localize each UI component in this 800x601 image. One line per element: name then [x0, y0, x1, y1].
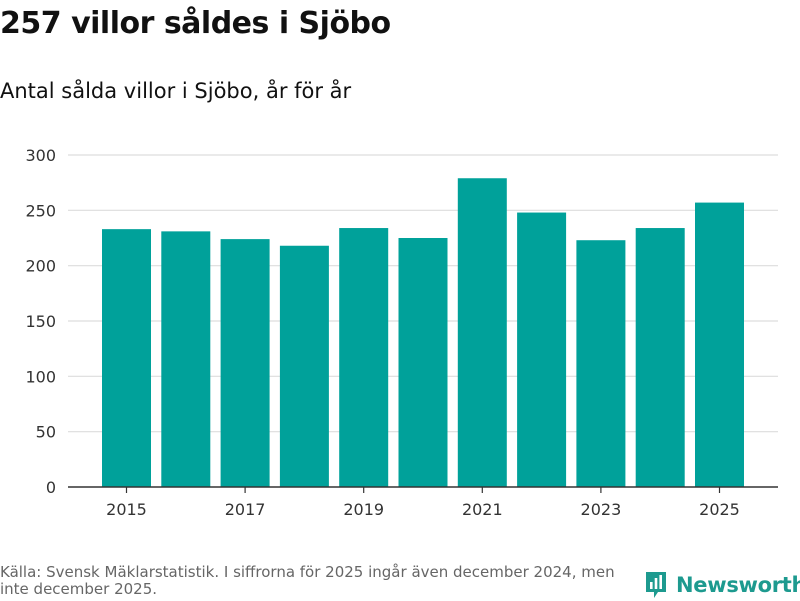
bar-2019 [339, 228, 389, 488]
bar-2023 [576, 240, 626, 487]
brand-logo[interactable]: Newsworthy [644, 569, 800, 601]
x-tick-label: 2017 [225, 500, 266, 519]
y-tick-label: 250 [25, 201, 56, 220]
bar-2024 [635, 228, 685, 488]
bar-2022 [517, 212, 567, 487]
bar-2016 [161, 231, 211, 487]
brand-name: Newsworthy [676, 573, 800, 597]
x-tick-label: 2015 [106, 500, 147, 519]
bar-2021 [457, 178, 507, 488]
newsworthy-logo-icon [646, 572, 666, 598]
bar-2025 [695, 202, 744, 487]
bar-2017 [220, 239, 270, 487]
y-tick-label: 0 [46, 478, 56, 497]
x-tick-label: 2023 [581, 500, 622, 519]
x-tick-label: 2021 [462, 500, 503, 519]
bar-2015 [102, 229, 151, 487]
bar-2018 [279, 245, 329, 487]
y-tick-label: 150 [25, 312, 56, 331]
bar-chart: 0 50 100 150 200 250 300 2015 2017 2019 2021 2023 20… [25, 146, 778, 519]
y-tick-label: 200 [25, 257, 56, 276]
y-tick-label: 100 [25, 367, 56, 386]
source-note: Källa: Svensk Mäklarstatistik. I siffror… [0, 563, 615, 598]
x-tick-label: 2019 [343, 500, 384, 519]
y-tick-label: 50 [36, 423, 56, 442]
chart-title: 257 villor såldes i Sjöbo [0, 6, 391, 41]
chart-subtitle: Antal sålda villor i Sjöbo, år för år [0, 79, 352, 103]
bar-2020 [398, 238, 448, 487]
x-tick-label: 2025 [699, 500, 740, 519]
y-tick-label: 300 [25, 146, 56, 165]
